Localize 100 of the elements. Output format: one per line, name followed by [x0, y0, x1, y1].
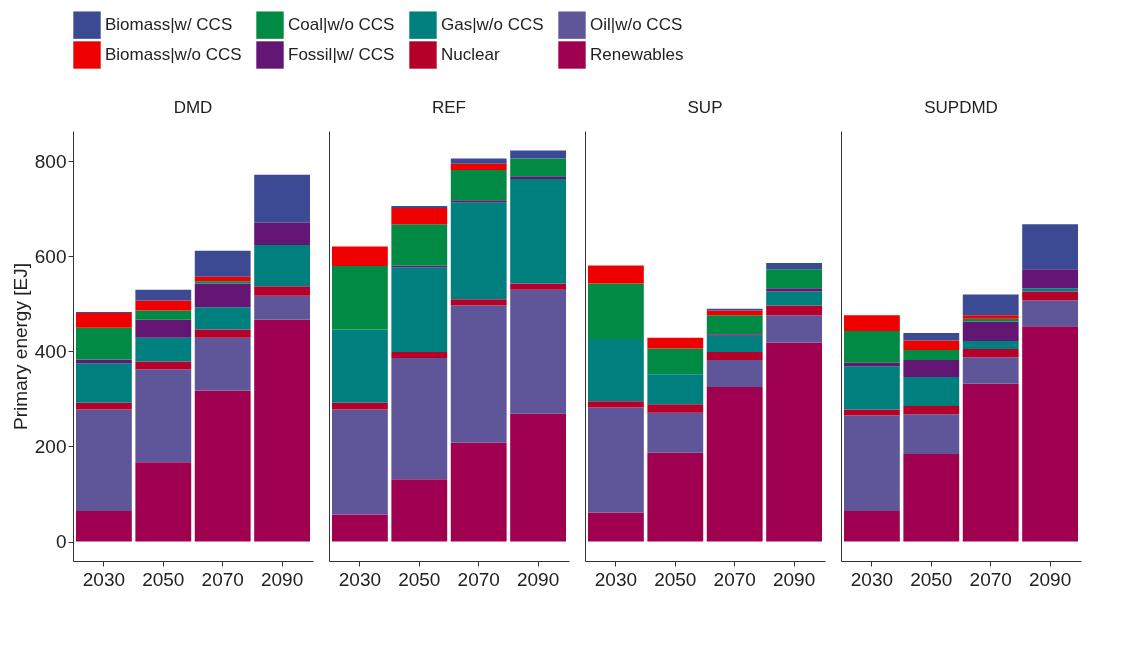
bar — [903, 406, 960, 415]
x-tick-label: 2070 — [713, 568, 756, 590]
bar — [75, 409, 132, 512]
bar — [1022, 269, 1079, 289]
x-tick-label: 2090 — [1028, 568, 1072, 590]
bar — [647, 412, 704, 453]
x-tick-label: 2050 — [910, 568, 953, 590]
bar — [135, 337, 192, 362]
bar — [194, 337, 251, 391]
bar — [766, 288, 823, 292]
bar — [331, 514, 388, 542]
bar — [331, 246, 388, 266]
bar — [254, 286, 311, 296]
bar — [903, 332, 960, 341]
bar — [391, 207, 448, 225]
bar — [962, 294, 1019, 316]
bar — [450, 202, 507, 300]
bar — [254, 174, 311, 223]
bar — [194, 283, 251, 308]
bar — [962, 357, 1019, 384]
legend-label: Renewables — [590, 45, 684, 64]
bar — [510, 176, 567, 179]
bar — [903, 414, 960, 455]
x-tick-label: 2090 — [260, 568, 304, 590]
bar — [766, 305, 823, 316]
y-tick-label: 800 — [34, 150, 67, 172]
bar — [903, 350, 960, 361]
x-tick-label: 2090 — [516, 568, 560, 590]
y-tick-label: 400 — [34, 340, 67, 362]
bar — [587, 407, 644, 513]
bar — [843, 331, 900, 363]
bar — [766, 315, 823, 343]
y-axis-title: Primary energy [EJ] — [9, 263, 31, 430]
x-tick-label: 2030 — [82, 568, 126, 590]
bar — [254, 245, 311, 287]
bar — [135, 310, 192, 320]
bar — [843, 409, 900, 416]
x-tick-label: 2050 — [654, 568, 697, 590]
bar — [510, 289, 567, 414]
bar — [391, 224, 448, 266]
chart-title: SUPDMD — [924, 98, 998, 117]
bar — [962, 341, 1019, 350]
bar — [391, 267, 448, 352]
bar — [254, 319, 311, 542]
bar — [450, 442, 507, 542]
bar — [903, 377, 960, 407]
bar — [75, 511, 132, 542]
bar — [903, 360, 960, 378]
bar — [587, 401, 644, 408]
bar — [1022, 224, 1079, 270]
bar — [647, 374, 704, 405]
chart-title: SUP — [687, 98, 723, 117]
bar — [135, 369, 192, 463]
x-tick-label: 2030 — [594, 568, 638, 590]
bar — [510, 150, 567, 159]
bar — [1022, 288, 1079, 292]
bar — [843, 366, 900, 410]
bar — [843, 315, 900, 332]
bar — [647, 337, 704, 349]
y-tick-label: 600 — [34, 245, 67, 267]
bar — [254, 295, 311, 320]
x-tick-label: 2070 — [969, 568, 1012, 590]
bar — [194, 307, 251, 330]
bar — [843, 511, 900, 542]
bar — [962, 321, 1019, 342]
legend-label: Biomass|w/ CCS — [105, 15, 233, 35]
bar — [450, 169, 507, 201]
legend-label: Gas|w/o CCS — [441, 15, 544, 35]
bar — [331, 329, 388, 403]
chart-title: DMD — [173, 98, 213, 117]
bar — [450, 305, 507, 443]
bar — [962, 349, 1019, 358]
bar — [1022, 326, 1079, 542]
bar — [391, 351, 448, 359]
bar — [1022, 300, 1079, 327]
bar — [706, 335, 763, 352]
x-tick-label: 2070 — [457, 568, 500, 590]
bar — [510, 158, 567, 177]
bar — [450, 158, 507, 164]
x-tick-label: 2030 — [850, 568, 894, 590]
x-tick-label: 2050 — [142, 568, 185, 590]
bar — [510, 413, 567, 542]
legend-label: Nuclear — [441, 45, 500, 64]
bar — [254, 222, 311, 246]
bar — [843, 362, 900, 367]
legend-label: Fossil|w/ CCS — [288, 45, 395, 64]
chart-title: REF — [432, 98, 466, 117]
bar — [135, 462, 192, 542]
bar — [706, 360, 763, 388]
bar — [706, 351, 763, 361]
bar — [194, 329, 251, 338]
x-tick-label: 2070 — [201, 568, 244, 590]
bar — [587, 339, 644, 402]
bar — [391, 479, 448, 542]
bar — [843, 415, 900, 512]
bar — [135, 319, 192, 338]
bar — [510, 178, 567, 284]
legend-label: Oil|w/o CCS — [590, 15, 683, 35]
bar — [903, 340, 960, 351]
bar — [135, 361, 192, 370]
